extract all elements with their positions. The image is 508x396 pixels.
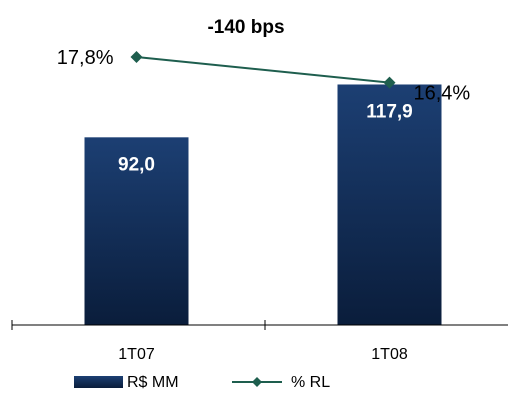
legend-bar-label: R$ MM xyxy=(127,374,179,391)
line-point xyxy=(383,76,396,89)
x-tick-label: 1T08 xyxy=(371,346,408,363)
bar-1T07 xyxy=(84,137,189,325)
line-series-group: 17,8% 16,4% xyxy=(57,47,471,105)
line-value-label: 17,8% xyxy=(57,47,114,69)
x-tick-label: 1T07 xyxy=(118,346,155,363)
line-series-path xyxy=(136,56,390,84)
chart-title: -140 bps xyxy=(207,17,284,38)
line-point xyxy=(130,51,143,63)
x-axis: 1T07 1T08 xyxy=(11,320,508,363)
bar-value-label: 117,9 xyxy=(366,101,413,122)
legend: R$ MM % RL xyxy=(74,374,330,391)
legend-line-marker xyxy=(252,377,262,387)
bar-1T08 xyxy=(337,84,442,325)
bars-group: 92,0 117,9 xyxy=(84,84,442,325)
legend-line-label: % RL xyxy=(291,374,330,391)
bar-value-label: 92,0 xyxy=(118,154,155,175)
legend-bar-swatch xyxy=(74,376,123,388)
line-value-label: 16,4% xyxy=(414,83,471,105)
